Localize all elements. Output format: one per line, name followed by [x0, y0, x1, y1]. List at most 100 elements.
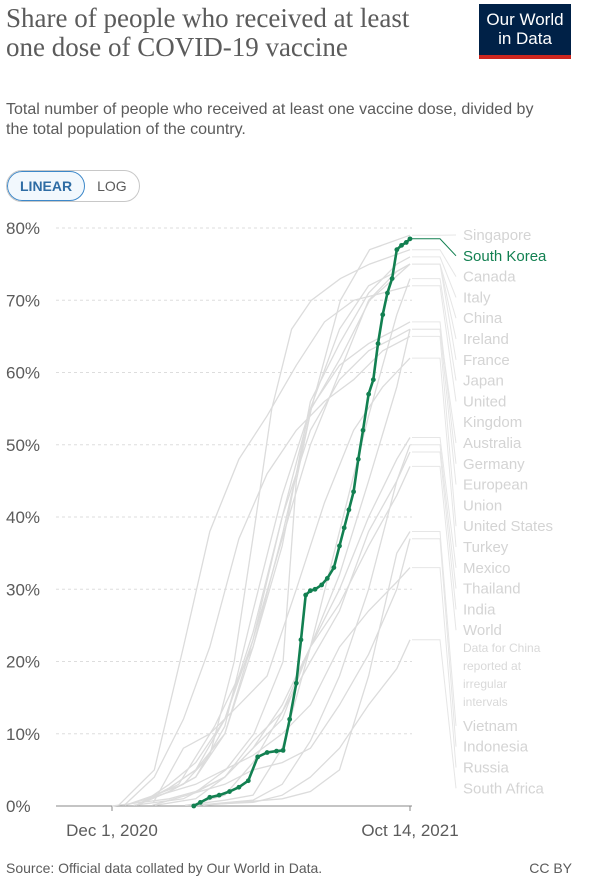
- label-connector: [412, 249, 457, 277]
- series-line: [152, 538, 411, 806]
- series-label: India: [463, 601, 496, 618]
- y-tick-label: 50%: [6, 436, 40, 455]
- series-label: Union: [463, 497, 502, 514]
- label-connector: [412, 357, 457, 548]
- x-tick-label: Dec 1, 2020: [66, 821, 158, 840]
- scale-toggle: LINEAR LOG: [6, 170, 140, 202]
- series-point: [403, 240, 409, 245]
- series-label: France: [463, 352, 510, 369]
- series-point: [366, 391, 372, 397]
- series-point: [331, 565, 337, 570]
- china-data-note: Data for China: [463, 641, 541, 655]
- label-connector: [412, 321, 457, 464]
- series-label: Thailand: [463, 581, 521, 598]
- series-point: [280, 747, 286, 753]
- series-line: [133, 437, 411, 806]
- series-line: [123, 335, 411, 806]
- series-point: [207, 794, 213, 800]
- y-tick-label: 70%: [6, 291, 40, 310]
- series-label: Turkey: [463, 539, 509, 556]
- source-note: Source: Official data collated by Our Wo…: [6, 860, 323, 876]
- series-line: [124, 249, 411, 806]
- chart-title: Share of people who received at least on…: [6, 3, 410, 62]
- series-label: United States: [463, 518, 553, 535]
- series-point: [385, 290, 390, 296]
- series-line: [196, 263, 411, 793]
- y-tick-label: 40%: [6, 508, 40, 527]
- series-point: [312, 586, 318, 592]
- series-point: [375, 341, 381, 346]
- china-data-note: intervals: [463, 695, 508, 709]
- series-point: [341, 525, 347, 531]
- label-connector: [412, 437, 457, 568]
- owid-logo[interactable]: Our World in Data: [479, 4, 571, 59]
- series-line: [140, 234, 411, 803]
- series-point: [255, 754, 261, 760]
- label-connector: [412, 567, 457, 768]
- series-line: [137, 263, 411, 806]
- series-label: China: [463, 310, 503, 327]
- series-line: [196, 444, 411, 806]
- y-tick-label: 0%: [6, 797, 31, 816]
- series-label: South Africa: [463, 780, 545, 797]
- series-point: [303, 592, 309, 598]
- series-line: [152, 357, 411, 803]
- series-point: [264, 750, 270, 755]
- label-connector: [412, 531, 457, 726]
- series-label: South Korea: [463, 248, 547, 265]
- label-connector: [412, 263, 457, 360]
- series-label: Russia: [463, 759, 510, 776]
- series-line: [111, 466, 411, 807]
- label-connector: [412, 238, 457, 257]
- series-label: Singapore: [463, 227, 531, 244]
- series-label: Canada: [463, 269, 516, 286]
- series-point: [191, 803, 197, 809]
- series-point: [319, 582, 325, 588]
- log-scale-button[interactable]: LOG: [85, 171, 139, 201]
- y-tick-label: 60%: [6, 364, 40, 383]
- label-connector: [412, 444, 457, 589]
- series-point: [293, 680, 299, 686]
- x-tick-label: Oct 14, 2021: [361, 821, 458, 840]
- series-point: [307, 588, 313, 594]
- series-line: [203, 531, 411, 806]
- series-point: [298, 637, 304, 643]
- series-label: Germany: [463, 456, 525, 473]
- series-point: [389, 276, 395, 281]
- series-point: [236, 784, 242, 790]
- series-label: Italy: [463, 289, 491, 306]
- series-line: [136, 263, 411, 806]
- series-line: [125, 567, 411, 806]
- series-point: [227, 789, 232, 794]
- series-label: European: [463, 477, 528, 494]
- license-link[interactable]: CC BY: [529, 860, 572, 876]
- label-connector: [412, 256, 457, 298]
- series-point: [324, 576, 330, 581]
- series-line: [185, 639, 411, 806]
- series-point: [407, 236, 413, 242]
- series-point: [337, 543, 342, 549]
- y-tick-label: 20%: [6, 653, 40, 672]
- series-point: [287, 716, 293, 722]
- label-connector: [412, 335, 457, 527]
- series-point: [380, 312, 386, 318]
- series-point: [399, 242, 404, 248]
- series-label: Ireland: [463, 331, 509, 348]
- series-point: [197, 799, 203, 805]
- series-point: [245, 778, 251, 784]
- label-connector: [412, 451, 457, 610]
- series-label: Kingdom: [463, 414, 522, 431]
- series-label: Indonesia: [463, 739, 529, 756]
- series-label: Vietnam: [463, 718, 518, 735]
- series-point: [355, 456, 361, 462]
- series-label: World: [463, 622, 502, 639]
- series-point: [394, 247, 400, 253]
- linear-scale-button[interactable]: LINEAR: [7, 171, 86, 201]
- label-connector: [412, 278, 457, 381]
- series-label: Mexico: [463, 560, 511, 577]
- logo-line-1: Our World: [486, 10, 564, 29]
- y-tick-label: 80%: [6, 219, 40, 238]
- series-label: Australia: [463, 435, 522, 452]
- series-point: [216, 792, 222, 798]
- series-point: [346, 507, 352, 513]
